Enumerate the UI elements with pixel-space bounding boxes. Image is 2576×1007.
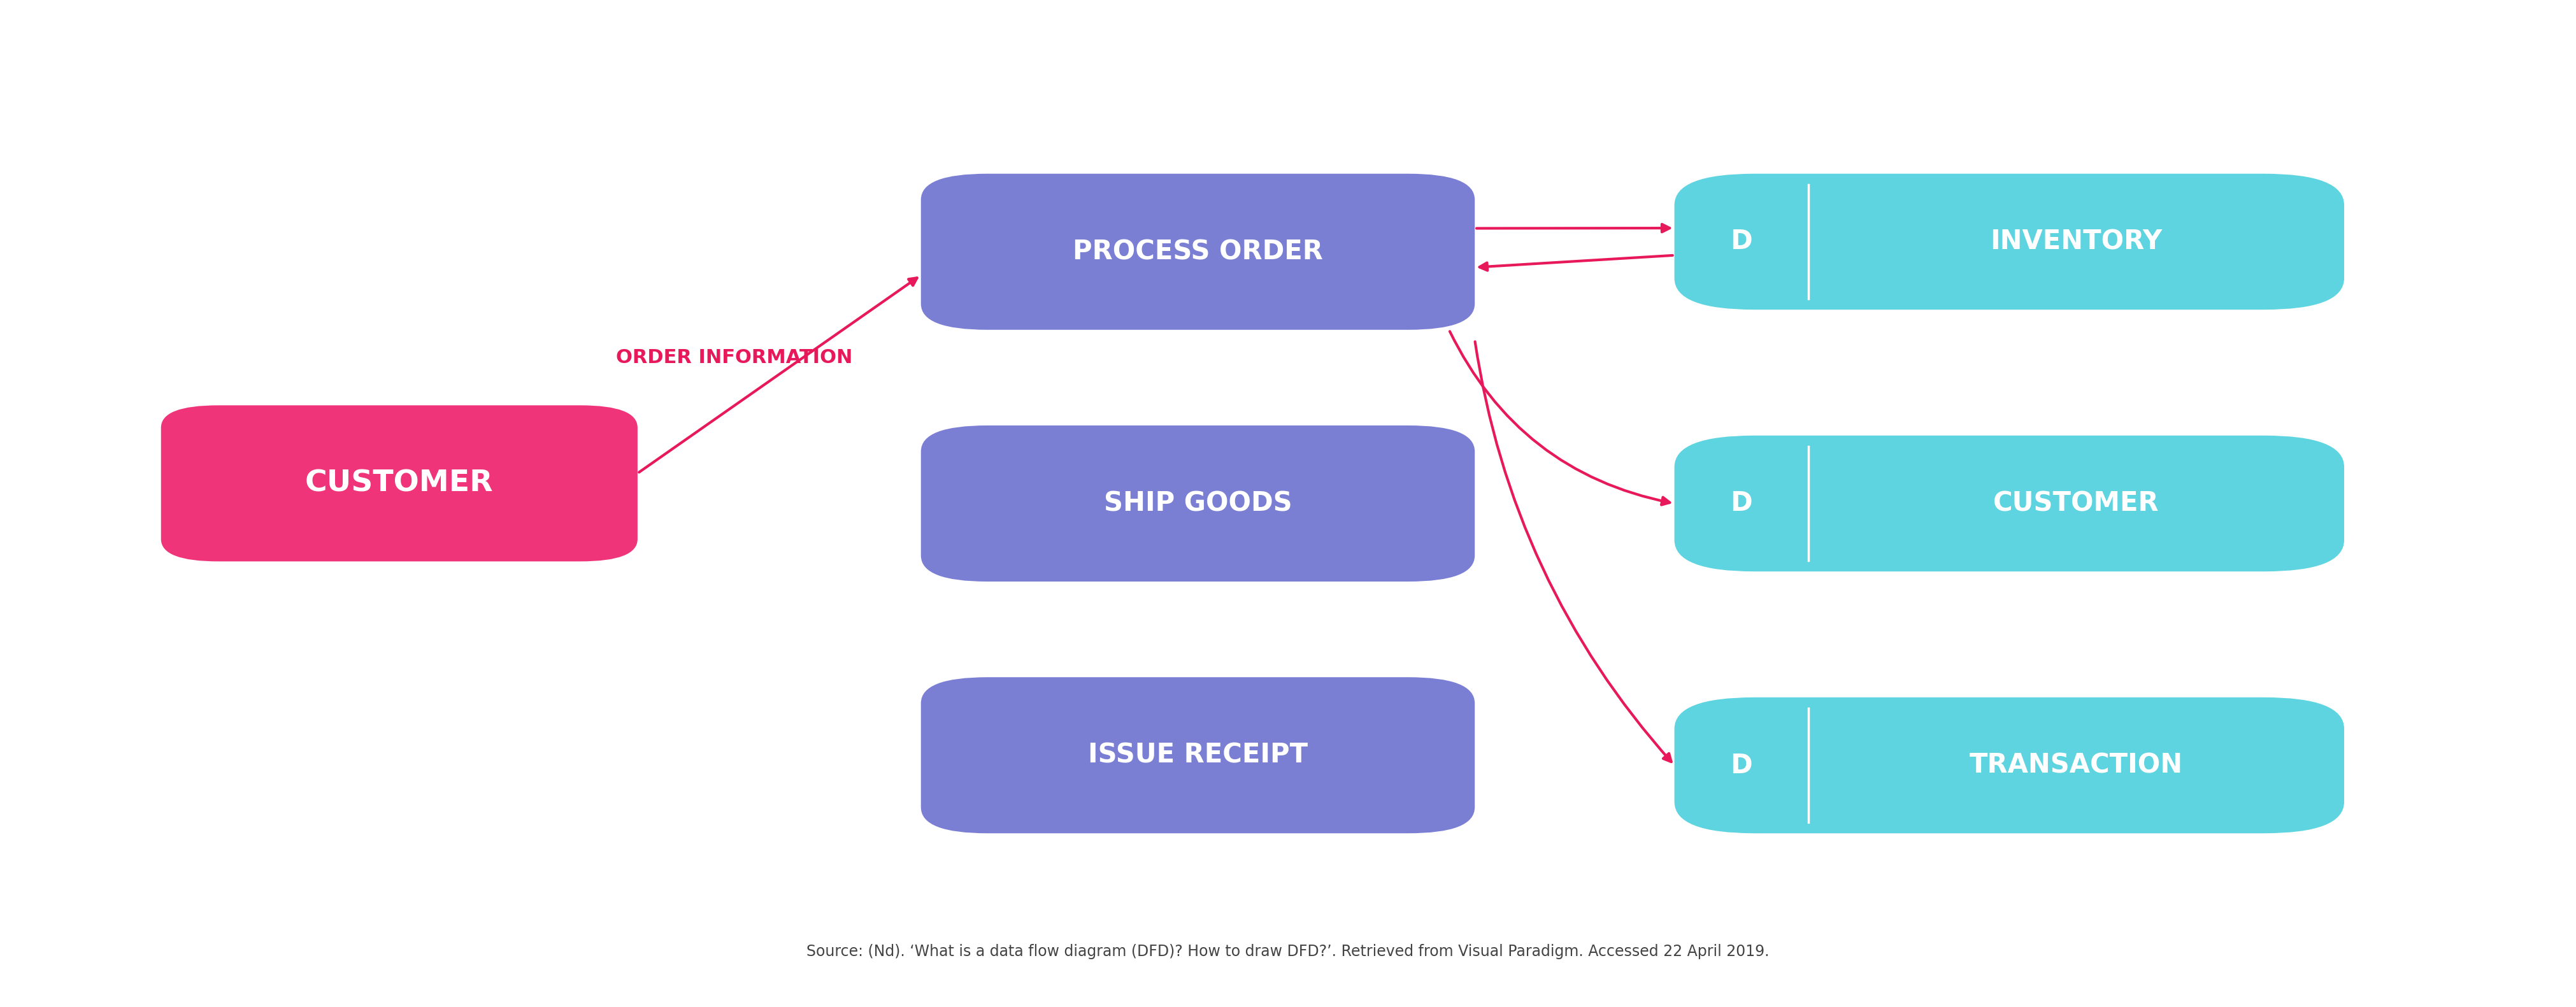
FancyBboxPatch shape xyxy=(160,405,639,562)
Text: CUSTOMER: CUSTOMER xyxy=(1994,490,2159,517)
Text: D: D xyxy=(1731,229,1752,255)
Text: TRANSACTION: TRANSACTION xyxy=(1971,752,2182,778)
Text: Source: (Nd). ‘What is a data flow diagram (DFD)? How to draw DFD?’. Retrieved f: Source: (Nd). ‘What is a data flow diagr… xyxy=(806,944,1770,960)
Text: CUSTOMER: CUSTOMER xyxy=(304,469,495,497)
Text: SHIP GOODS: SHIP GOODS xyxy=(1103,490,1293,517)
FancyBboxPatch shape xyxy=(922,173,1473,329)
FancyBboxPatch shape xyxy=(1674,697,2344,834)
Text: PROCESS ORDER: PROCESS ORDER xyxy=(1072,239,1324,265)
FancyBboxPatch shape xyxy=(1674,435,2344,571)
Text: INVENTORY: INVENTORY xyxy=(1991,229,2161,255)
Text: D: D xyxy=(1731,752,1752,778)
FancyBboxPatch shape xyxy=(1674,173,2344,310)
FancyBboxPatch shape xyxy=(922,677,1473,834)
Text: ORDER INFORMATION: ORDER INFORMATION xyxy=(616,348,853,367)
FancyBboxPatch shape xyxy=(922,425,1473,582)
Text: ISSUE RECEIPT: ISSUE RECEIPT xyxy=(1087,742,1309,768)
Text: D: D xyxy=(1731,490,1752,517)
